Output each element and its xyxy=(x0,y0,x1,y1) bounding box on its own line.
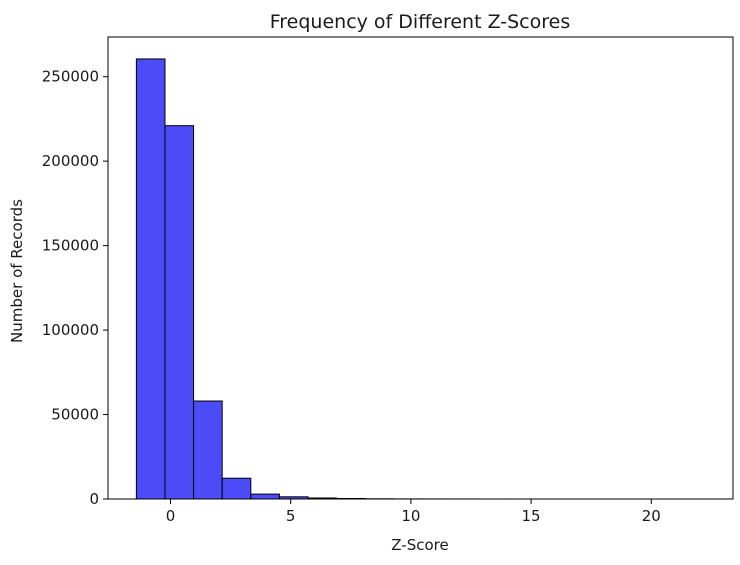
y-tick-label: 150000 xyxy=(42,237,99,255)
x-tick-label: 5 xyxy=(286,507,296,525)
histogram-bar xyxy=(221,477,252,500)
chart-title: Frequency of Different Z-Scores xyxy=(270,11,571,33)
y-tick-label: 50000 xyxy=(51,406,99,424)
y-axis-label: Number of Records xyxy=(8,199,26,343)
x-tick-label: 10 xyxy=(401,507,420,525)
histogram-bar xyxy=(250,493,280,500)
histogram-bar xyxy=(193,400,223,500)
bars-group xyxy=(135,58,566,500)
plot-frame xyxy=(107,36,734,500)
ticks-group: 0 5 10 15 20 0 50000 100000 150000 200000 250000 xyxy=(42,68,661,525)
y-tick-label: 200000 xyxy=(42,152,99,170)
x-axis-label: Z-Score xyxy=(391,536,448,554)
x-tick-label: 0 xyxy=(166,507,176,525)
x-tick-label: 15 xyxy=(522,507,541,525)
histogram-bar xyxy=(135,58,166,500)
y-tick-label: 0 xyxy=(89,490,99,508)
x-tick-label: 20 xyxy=(642,507,661,525)
y-tick-label: 250000 xyxy=(42,68,99,86)
y-tick-label: 100000 xyxy=(42,321,99,339)
histogram-bar xyxy=(164,125,195,500)
